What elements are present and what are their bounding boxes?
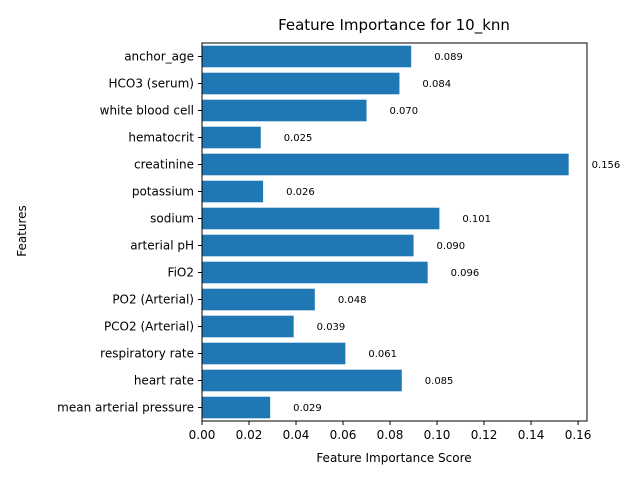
bar-4 [202, 288, 315, 311]
y-tick-label-4: PO2 (Arterial) [112, 293, 194, 307]
value-label-5: 0.096 [451, 268, 480, 279]
value-label-12: 0.084 [422, 79, 451, 90]
bar-9 [202, 153, 569, 176]
bar-11 [202, 99, 367, 122]
y-tick-label-2: respiratory rate [100, 347, 194, 361]
bar-3 [202, 315, 294, 338]
value-label-13: 0.089 [434, 52, 463, 63]
y-tick-label-1: heart rate [134, 374, 194, 388]
value-label-3: 0.039 [317, 322, 346, 333]
bar-8 [202, 180, 264, 203]
x-tick-label-2: 0.04 [283, 428, 310, 442]
value-label-10: 0.025 [284, 133, 313, 144]
y-tick-label-13: anchor_age [124, 50, 194, 64]
bar-6 [202, 234, 414, 257]
y-axis-label: Features [15, 205, 29, 257]
x-tick-label-6: 0.12 [471, 428, 498, 442]
value-label-1: 0.085 [425, 376, 454, 387]
y-tick-label-10: hematocrit [128, 131, 194, 145]
value-label-0: 0.029 [293, 403, 322, 414]
value-label-4: 0.048 [338, 295, 367, 306]
x-tick-label-7: 0.14 [518, 428, 545, 442]
bar-5 [202, 261, 428, 284]
x-tick-label-5: 0.10 [424, 428, 451, 442]
x-tick-label-4: 0.08 [377, 428, 404, 442]
y-tick-label-7: sodium [150, 212, 194, 226]
x-axis-label: Feature Importance Score [316, 451, 471, 465]
y-tick-label-9: creatinine [134, 158, 194, 172]
y-tick-label-6: arterial pH [130, 239, 194, 253]
y-tick-label-0: mean arterial pressure [57, 401, 194, 415]
y-tick-label-8: potassium [132, 185, 194, 199]
bar-10 [202, 126, 261, 149]
bar-0 [202, 396, 271, 419]
x-tick-label-1: 0.02 [236, 428, 263, 442]
bar-2 [202, 342, 346, 365]
bar-1 [202, 369, 402, 392]
y-tick-label-11: white blood cell [100, 104, 194, 118]
value-label-2: 0.061 [368, 349, 397, 360]
bar-7 [202, 207, 440, 230]
chart-title: Feature Importance for 10_knn [278, 16, 510, 35]
axes-group: mean arterial pressure heart rate respirat… [57, 42, 592, 442]
y-tick-label-3: PCO2 (Arterial) [104, 320, 194, 334]
value-label-6: 0.090 [437, 241, 466, 252]
value-label-7: 0.101 [462, 214, 491, 225]
bar-13 [202, 45, 412, 68]
y-tick-label-12: HCO3 (serum) [108, 77, 194, 91]
bar-12 [202, 72, 400, 95]
plot-frame [201, 42, 588, 422]
x-tick-label-0: 0.00 [189, 428, 216, 442]
value-label-9: 0.156 [592, 160, 621, 171]
value-label-11: 0.070 [390, 106, 419, 117]
value-label-8: 0.026 [286, 187, 315, 198]
x-tick-label-3: 0.06 [330, 428, 357, 442]
y-tick-label-5: FiO2 [168, 266, 194, 280]
x-tick-label-8: 0.16 [565, 428, 592, 442]
bars-group: 0.029 0.085 0.061 0.039 0.048 0.096 0.090 0.101… [202, 45, 621, 419]
